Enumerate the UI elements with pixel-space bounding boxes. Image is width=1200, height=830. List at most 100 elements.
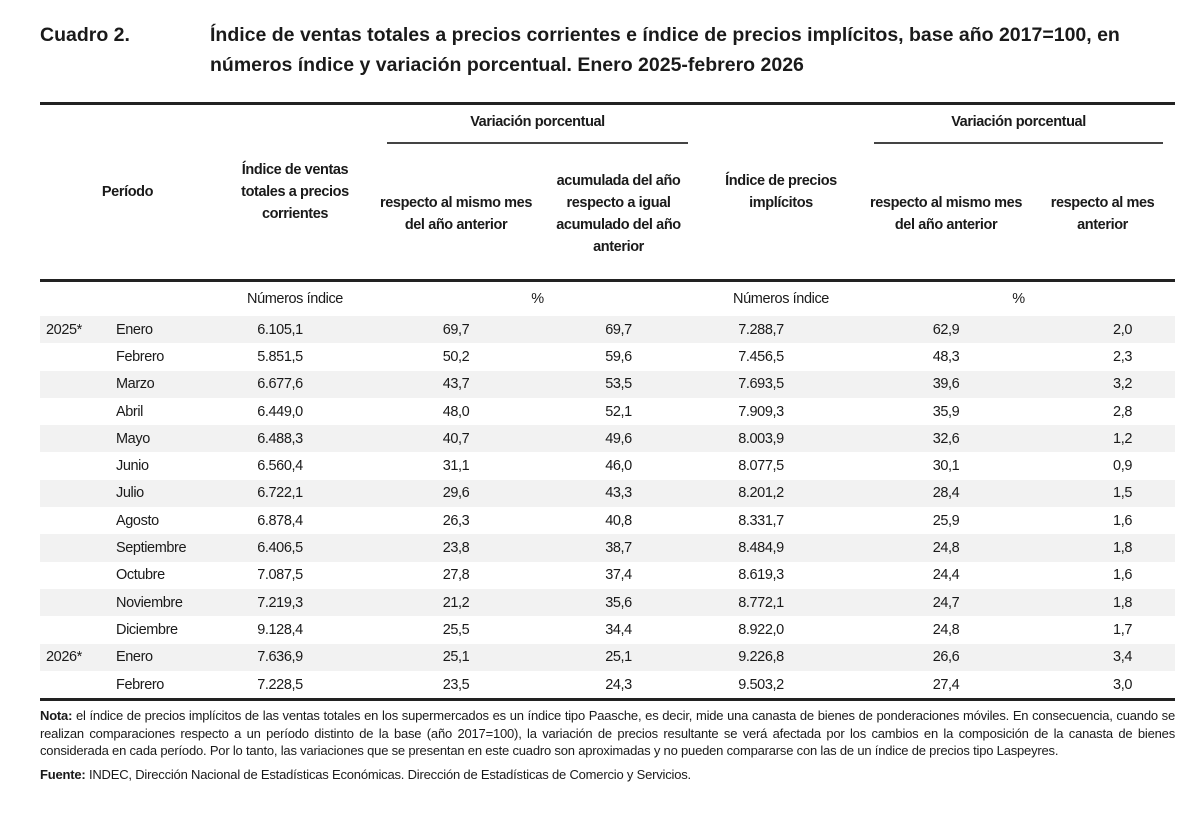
month-cell: Enero xyxy=(116,321,153,338)
value-cell-cell: 31,1 xyxy=(442,458,470,475)
value-cell-cell: 25,5 xyxy=(442,621,470,638)
month-cell: Julio xyxy=(116,485,144,502)
value-cell-cell: 24,8 xyxy=(932,621,960,638)
value-cell-cell: 48,0 xyxy=(442,403,470,420)
month-cell: Enero xyxy=(116,649,153,666)
value-cell-cell: 1,5 xyxy=(1113,485,1132,502)
header-variacion-label-2: Variación porcentual xyxy=(874,111,1164,144)
value-cell-cell: 27,4 xyxy=(862,670,1031,702)
table-number: Cuadro 2. xyxy=(40,24,130,46)
year-cell xyxy=(40,562,110,589)
unit-label: Números índice xyxy=(247,291,343,307)
value-cell-cell: 43,7 xyxy=(442,376,470,393)
header-var-acumulada: acumulada del año respecto a igual acumu… xyxy=(556,173,681,255)
value-cell-cell: 29,6 xyxy=(442,485,470,502)
month-cell: Febrero xyxy=(110,670,215,702)
value-cell-cell: 24,3 xyxy=(537,670,701,702)
value-cell-cell: 1,6 xyxy=(1113,567,1132,584)
value-cell-cell: 62,9 xyxy=(932,321,960,338)
month-cell: Abril xyxy=(116,403,144,420)
value-cell-cell: 7.909,3 xyxy=(738,403,784,420)
value-cell-cell: 8.619,3 xyxy=(738,567,784,584)
data-table: Período Índice de ventas totales a preci… xyxy=(40,102,1176,702)
value-cell-cell: 34,4 xyxy=(605,621,632,638)
source-label: Fuente: xyxy=(40,766,86,782)
table-notes: Nota: el índice de precios implícitos de… xyxy=(40,707,1175,789)
month-cell: Noviembre xyxy=(116,594,183,611)
value-cell-cell: 50,2 xyxy=(442,348,470,365)
value-cell-cell: 7.693,5 xyxy=(738,376,784,393)
table-row: Mayo 6.488,3 40,7 49,6 8.003,9 32,6 1,2 xyxy=(40,425,1176,453)
table-row: Febrero 5.851,5 50,2 59,6 7.456,5 48,3 2,3 xyxy=(40,343,1175,370)
value-cell-cell: 27,8 xyxy=(442,567,470,584)
value-cell-cell: 59,6 xyxy=(605,348,632,365)
value-cell-cell: 32,6 xyxy=(932,430,960,447)
year-cell xyxy=(40,670,110,702)
year-cell xyxy=(40,398,110,425)
header-variacion-label: Variación porcentual xyxy=(387,111,689,144)
value-cell-cell: 21,2 xyxy=(442,594,470,611)
note: Nota: el índice de precios implícitos de… xyxy=(40,707,1175,760)
value-cell-cell: 7.288,7 xyxy=(738,321,784,338)
value-cell-cell: 1,8 xyxy=(1113,594,1132,611)
source-text: INDEC, Dirección Nacional de Estadística… xyxy=(85,766,691,782)
header-var-mes-anterior: respecto al mes anterior xyxy=(1050,195,1155,233)
year-cell xyxy=(40,507,110,534)
header-variacion-group: Variación porcentual xyxy=(375,102,701,149)
value-cell-cell: 6.878,4 xyxy=(257,512,303,529)
value-cell-cell: 7.456,5 xyxy=(738,348,784,365)
year-cell xyxy=(40,589,110,616)
month-cell: Mayo xyxy=(116,430,150,447)
table-row: 2026* Enero 7.636,9 25,1 25,1 9.226,8 26,6 3,4 xyxy=(40,643,1176,671)
year-cell xyxy=(40,343,110,370)
value-cell-cell: 40,8 xyxy=(605,512,632,529)
value-cell-cell: 0,9 xyxy=(1113,458,1132,475)
value-cell-cell: 24,8 xyxy=(932,540,960,557)
table-row: Diciembre 9.128,4 25,5 34,4 8.922,0 24,8 1,7 xyxy=(40,616,1175,643)
value-cell-cell: 8.484,9 xyxy=(738,540,784,557)
value-cell-cell: 25,1 xyxy=(442,649,470,666)
unit-label: % xyxy=(1012,291,1025,307)
header-indice-ventas: Índice de ventas totales a precios corri… xyxy=(215,102,375,279)
value-cell-cell: 7.087,5 xyxy=(257,567,303,584)
value-cell-cell: 7.219,3 xyxy=(257,594,303,611)
value-cell-cell: 49,6 xyxy=(605,430,632,447)
value-cell-cell: 3,0 xyxy=(1030,670,1176,702)
value-cell-cell: 38,7 xyxy=(605,540,632,557)
value-cell-cell: 26,6 xyxy=(932,649,960,666)
value-cell-cell: 35,9 xyxy=(932,403,960,420)
value-cell-cell: 2,0 xyxy=(1113,321,1132,338)
value-cell-cell: 8.003,9 xyxy=(738,430,784,447)
value-cell-cell: 6.722,1 xyxy=(257,485,303,502)
value-cell-cell: 6.677,6 xyxy=(257,376,303,393)
value-cell-cell: 25,1 xyxy=(605,649,632,666)
value-cell-cell: 23,8 xyxy=(442,540,470,557)
value-cell-cell: 28,4 xyxy=(932,485,960,502)
note-text: el índice de precios implícitos de las v… xyxy=(40,708,1175,758)
value-cell-cell: 46,0 xyxy=(605,458,632,475)
table-row: Julio 6.722,1 29,6 43,3 8.201,2 28,4 1,5 xyxy=(40,479,1176,508)
value-cell-cell: 5.851,5 xyxy=(257,348,303,365)
value-cell-cell: 3,4 xyxy=(1113,649,1132,666)
value-cell-cell: 7.228,5 xyxy=(215,670,375,702)
table-row: Agosto 6.878,4 26,3 40,8 8.331,7 25,9 1,6 xyxy=(40,507,1175,534)
units-row: Números índice % Números índice % xyxy=(40,281,1175,317)
value-cell-cell: 40,7 xyxy=(442,430,470,447)
value-cell-cell: 3,2 xyxy=(1113,376,1132,393)
value-cell-cell: 8.772,1 xyxy=(738,594,784,611)
value-cell-cell: 37,4 xyxy=(605,567,632,584)
unit-label: % xyxy=(531,291,544,307)
table-caption: Índice de ventas totales a precios corri… xyxy=(210,24,1120,76)
value-cell-cell: 48,3 xyxy=(932,348,960,365)
year-cell: 2026* xyxy=(46,649,82,666)
value-cell-cell: 8.331,7 xyxy=(738,512,784,529)
table-row: Febrero 7.228,5 23,5 24,3 9.503,2 27,4 3,0 xyxy=(40,670,1176,702)
header-variacion-group-2: Variación porcentual xyxy=(862,102,1176,149)
table-row: 2025* Enero 6.105,1 69,7 69,7 7.288,7 62,9 2,0 xyxy=(40,316,1176,344)
year-cell xyxy=(40,534,110,561)
month-cell: Marzo xyxy=(116,376,155,393)
value-cell-cell: 8.922,0 xyxy=(738,621,784,638)
header-var-mismo-mes-2: respecto al mismo mes del año anterior xyxy=(870,195,1022,233)
month-cell: Febrero xyxy=(116,348,164,365)
value-cell-cell: 35,6 xyxy=(605,594,632,611)
